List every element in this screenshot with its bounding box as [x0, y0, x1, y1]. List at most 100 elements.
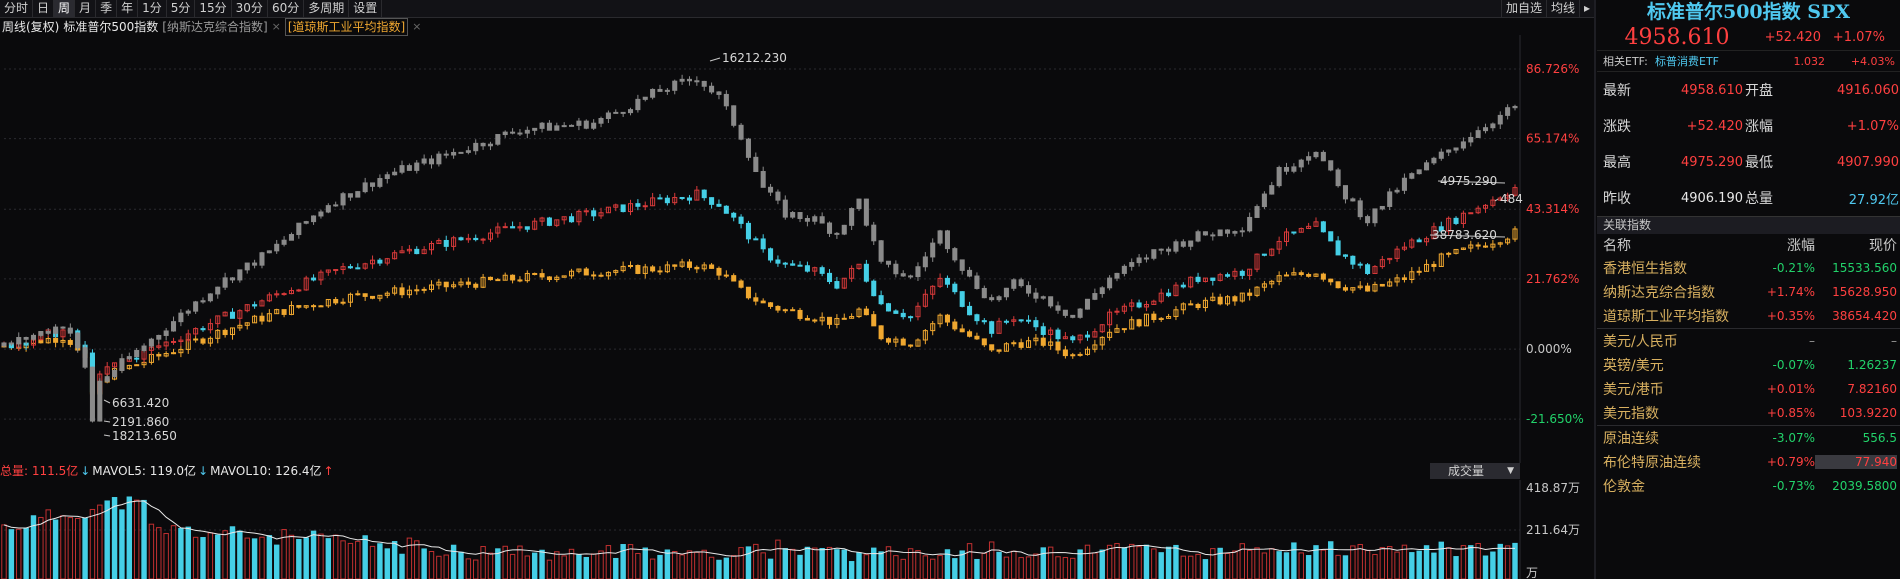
candle-body [576, 120, 582, 126]
candle-body [1180, 241, 1186, 247]
candle-body [1350, 255, 1356, 265]
chart-mode-label: 周线(复权) [2, 20, 60, 34]
candle-body [229, 311, 236, 319]
period-tab[interactable]: 1分 [138, 0, 167, 17]
period-tab[interactable]: 月 [75, 0, 97, 17]
period-tab[interactable]: 30分 [232, 0, 268, 17]
volume-bar [1305, 555, 1312, 579]
candle-body [1416, 239, 1422, 243]
candle-body [885, 260, 892, 265]
candle-body [664, 197, 670, 204]
candle-body [1070, 354, 1076, 357]
period-tab[interactable]: 5分 [167, 0, 196, 17]
related-index-row[interactable]: 布伦特原油连续 +0.79% 77.940 [1597, 450, 1900, 474]
candle-body [1505, 238, 1511, 244]
volume-bar [450, 544, 457, 579]
candle-body [1062, 336, 1068, 340]
period-tab[interactable]: 60分 [268, 0, 305, 17]
related-index-row[interactable]: 英镑/美元 -0.07% 1.26237 [1597, 353, 1900, 377]
related-index-row[interactable]: 道琼斯工业平均指数 +0.35% 38654.420 [1597, 304, 1900, 328]
close-dow-icon[interactable]: × [412, 20, 422, 33]
candle-body [1151, 300, 1157, 305]
period-tab[interactable]: 季 [96, 0, 118, 17]
volume-bar [974, 558, 980, 579]
candle-body [1505, 107, 1511, 116]
period-tab[interactable]: 多周期 [304, 0, 350, 17]
candle-body [399, 250, 405, 254]
volume-bar [443, 554, 449, 579]
candle-body [1129, 319, 1135, 330]
candle-body [878, 295, 884, 305]
compare-dow-label[interactable]: [道琼斯工业平均指数] [284, 18, 409, 36]
indicator-selector[interactable]: 成交量 ▼ [1430, 463, 1520, 479]
volume-bar [649, 558, 656, 579]
candle-body [1040, 296, 1046, 299]
candle-body [650, 88, 656, 98]
volume-bar [694, 551, 700, 579]
candle-body [1497, 114, 1503, 125]
candle-body [539, 217, 545, 222]
candle-body [569, 124, 575, 127]
volume-bar [1003, 556, 1010, 579]
volume-bar [1084, 544, 1091, 579]
candle-body [252, 315, 258, 324]
candle-body [495, 226, 501, 234]
related-etf-row[interactable]: 相关ETF: 标普消费ETF 1.032 +4.03% [1597, 50, 1900, 72]
period-tab[interactable]: 设置 [349, 0, 383, 17]
candle-body [1335, 281, 1341, 289]
add-watchlist-button[interactable]: 加自选 [1500, 0, 1546, 17]
volume-bar [156, 527, 162, 579]
candle-body [1225, 229, 1231, 234]
candle-body [1121, 265, 1127, 274]
candle-body [1232, 296, 1238, 302]
candle-body [768, 248, 774, 261]
candle-body [451, 237, 457, 247]
period-tab[interactable]: 日 [33, 0, 55, 17]
last-price: 4958.610 [1624, 24, 1730, 50]
candle-body [959, 259, 965, 271]
moving-average-button[interactable]: 均线 [1545, 0, 1579, 17]
period-tab[interactable]: 周 [54, 0, 76, 17]
candle-body [259, 252, 265, 266]
period-tab[interactable]: 15分 [195, 0, 232, 17]
candle-body [465, 281, 471, 285]
related-index-row[interactable]: 香港恒生指数 -0.21% 15533.560 [1597, 256, 1900, 280]
related-index-row[interactable]: 原油连续 -3.07% 556.5 [1597, 425, 1900, 450]
volume-bar [627, 544, 634, 579]
etf-name[interactable]: 标普消费ETF [1655, 55, 1719, 68]
related-index-row[interactable]: 美元/人民币 – – [1597, 328, 1900, 353]
related-index-row[interactable]: 伦敦金 -0.73% 2039.5800 [1597, 474, 1900, 498]
period-tab[interactable]: 分时 [0, 0, 34, 17]
related-index-row[interactable]: 美元/港币 +0.01% 7.82160 [1597, 377, 1900, 401]
stat-value: 4906.190 [1680, 190, 1743, 206]
related-index-name: 布伦特原油连续 [1603, 455, 1701, 471]
candle-body [1490, 123, 1496, 129]
candle-body [1195, 276, 1201, 282]
expand-arrow-icon[interactable]: ▸ [1578, 0, 1594, 17]
related-index-name: 原油连续 [1603, 431, 1659, 447]
candle-body [333, 298, 339, 304]
volume-bar [310, 530, 317, 579]
candle-body [576, 210, 582, 223]
volume-bar [1335, 554, 1341, 579]
volume-bar [701, 549, 707, 579]
period-tab[interactable]: 年 [117, 0, 139, 17]
candle-body [510, 226, 516, 229]
related-index-row[interactable]: 纳斯达克综合指数 +1.74% 15628.950 [1597, 280, 1900, 304]
candle-body [1482, 245, 1489, 248]
close-nasdaq-icon[interactable]: × [271, 20, 281, 33]
candle-body [355, 191, 361, 198]
candle-body [967, 331, 973, 337]
related-index-row[interactable]: 美元指数 +0.85% 103.9220 [1597, 401, 1900, 425]
price-comparison-chart[interactable]: 86.726% 65.174% 43.314% 21.762% 0.000% -21.65… [0, 35, 1594, 463]
candle-body [1276, 167, 1282, 187]
candle-body [45, 331, 51, 334]
volume-bar [922, 555, 929, 579]
quote-stats: 最新 4958.610 开盘 4916.060 涨跌 +52.420 涨幅 +1.07% 最高 4… [1597, 72, 1900, 217]
volume-bar [907, 548, 914, 579]
candle-body [554, 276, 560, 281]
volume-bar [885, 546, 892, 579]
volume-bar [1372, 554, 1378, 579]
compare-nasdaq-label[interactable]: [纳斯达克综合指数] [162, 20, 268, 34]
